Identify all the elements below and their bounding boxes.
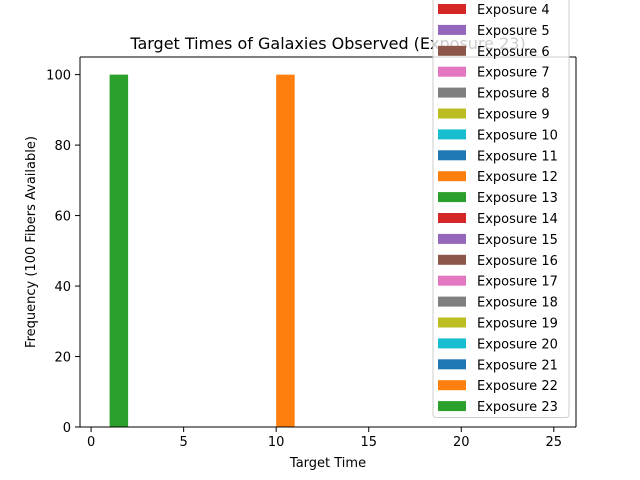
y-tick-label: 40 — [54, 280, 71, 295]
legend-item: Exposure 22 — [438, 379, 558, 394]
x-axis-label: Target Time — [289, 456, 366, 471]
legend-item: Exposure 15 — [438, 233, 558, 248]
legend-item: Exposure 10 — [438, 128, 558, 143]
legend-item: Exposure 23 — [438, 400, 558, 415]
legend-swatch — [438, 87, 466, 98]
legend-item: Exposure 7 — [438, 66, 550, 81]
legend-label: Exposure 20 — [477, 337, 558, 352]
legend-label: Exposure 9 — [477, 108, 550, 123]
legend-item: Exposure 16 — [438, 254, 558, 269]
legend-label: Exposure 6 — [477, 45, 550, 60]
x-tick-label: 25 — [546, 435, 563, 450]
legend-swatch — [438, 275, 466, 286]
legend-swatch — [438, 129, 466, 140]
legend-swatch — [438, 254, 466, 265]
legend-item: Exposure 5 — [438, 24, 550, 39]
y-tick-label: 20 — [54, 351, 71, 366]
legend-label: Exposure 16 — [477, 254, 558, 269]
legend-item: Exposure 19 — [438, 317, 558, 332]
legend-label: Exposure 19 — [477, 317, 558, 332]
legend-swatch — [438, 108, 466, 119]
legend-label: Exposure 14 — [477, 212, 558, 227]
bar-1 — [276, 74, 295, 428]
legend-swatch — [438, 359, 466, 370]
legend-swatch — [438, 338, 466, 349]
y-axis-label: Frequency (100 Fibers Available) — [24, 136, 39, 348]
legend-label: Exposure 10 — [477, 128, 558, 143]
y-tick-label: 100 — [46, 69, 71, 84]
x-tick-label: 0 — [87, 435, 95, 450]
legend-item: Exposure 21 — [438, 358, 558, 373]
legend-item: Exposure 20 — [438, 337, 558, 352]
legend-label: Exposure 17 — [477, 275, 558, 290]
legend-label: Exposure 11 — [477, 149, 558, 164]
legend-frame — [432, 0, 570, 419]
legend-label: Exposure 23 — [477, 400, 558, 415]
legend-label: Exposure 8 — [477, 87, 550, 102]
legend-label: Exposure 13 — [477, 191, 558, 206]
legend-swatch — [438, 150, 466, 161]
legend-swatch — [438, 317, 466, 328]
legend-item: Exposure 17 — [438, 275, 558, 290]
legend-label: Exposure 21 — [477, 358, 558, 373]
legend-swatch — [438, 45, 466, 56]
legend-item: Exposure 12 — [438, 170, 558, 185]
legend-label: Exposure 5 — [477, 24, 550, 39]
legend-swatch — [438, 296, 466, 307]
legend-item: Exposure 11 — [438, 149, 558, 164]
legend-swatch — [438, 213, 466, 223]
legend-item: Exposure 13 — [438, 191, 558, 206]
y-tick-label: 80 — [54, 139, 71, 154]
x-tick-label: 10 — [268, 435, 285, 450]
legend-item: Exposure 14 — [438, 212, 558, 227]
legend-label: Exposure 12 — [477, 170, 558, 185]
legend-swatch — [438, 24, 466, 35]
x-tick-label: 20 — [453, 435, 470, 450]
x-tick-label: 15 — [360, 435, 377, 450]
legend-label: Exposure 18 — [477, 296, 558, 311]
legend-swatch — [438, 233, 466, 244]
legend-swatch — [438, 66, 466, 77]
legend-item: Exposure 4 — [438, 3, 550, 18]
y-axis-ticks: 0 20 40 60 80 100 — [46, 69, 80, 436]
legend-swatch — [438, 380, 466, 391]
y-tick-label: 0 — [63, 421, 71, 436]
legend-swatch — [438, 171, 466, 182]
y-tick-label: 60 — [54, 210, 71, 225]
legend-swatch — [438, 192, 466, 203]
legend-label: Exposure 4 — [477, 3, 550, 18]
chart-title: Target Times of Galaxies Observed (Expos… — [129, 34, 525, 53]
legend-label: Exposure 7 — [477, 66, 550, 81]
legend-item: Exposure 8 — [438, 87, 550, 102]
legend-swatch — [438, 401, 466, 412]
x-axis-ticks: 0 5 10 15 20 25 — [87, 427, 562, 450]
legend-label: Exposure 15 — [477, 233, 558, 248]
bars-layer — [109, 74, 295, 428]
legend-item: Exposure 9 — [438, 108, 550, 123]
legend-swatch — [438, 4, 466, 14]
legend-item: Exposure 18 — [438, 296, 558, 311]
legend-label: Exposure 22 — [477, 379, 558, 394]
legend-item: Exposure 6 — [438, 45, 550, 60]
x-tick-label: 5 — [180, 435, 188, 450]
legend: Exposure 4 Exposure 5 Exposure 6 Exposure 7… — [432, 0, 570, 419]
bar-0 — [109, 74, 129, 428]
